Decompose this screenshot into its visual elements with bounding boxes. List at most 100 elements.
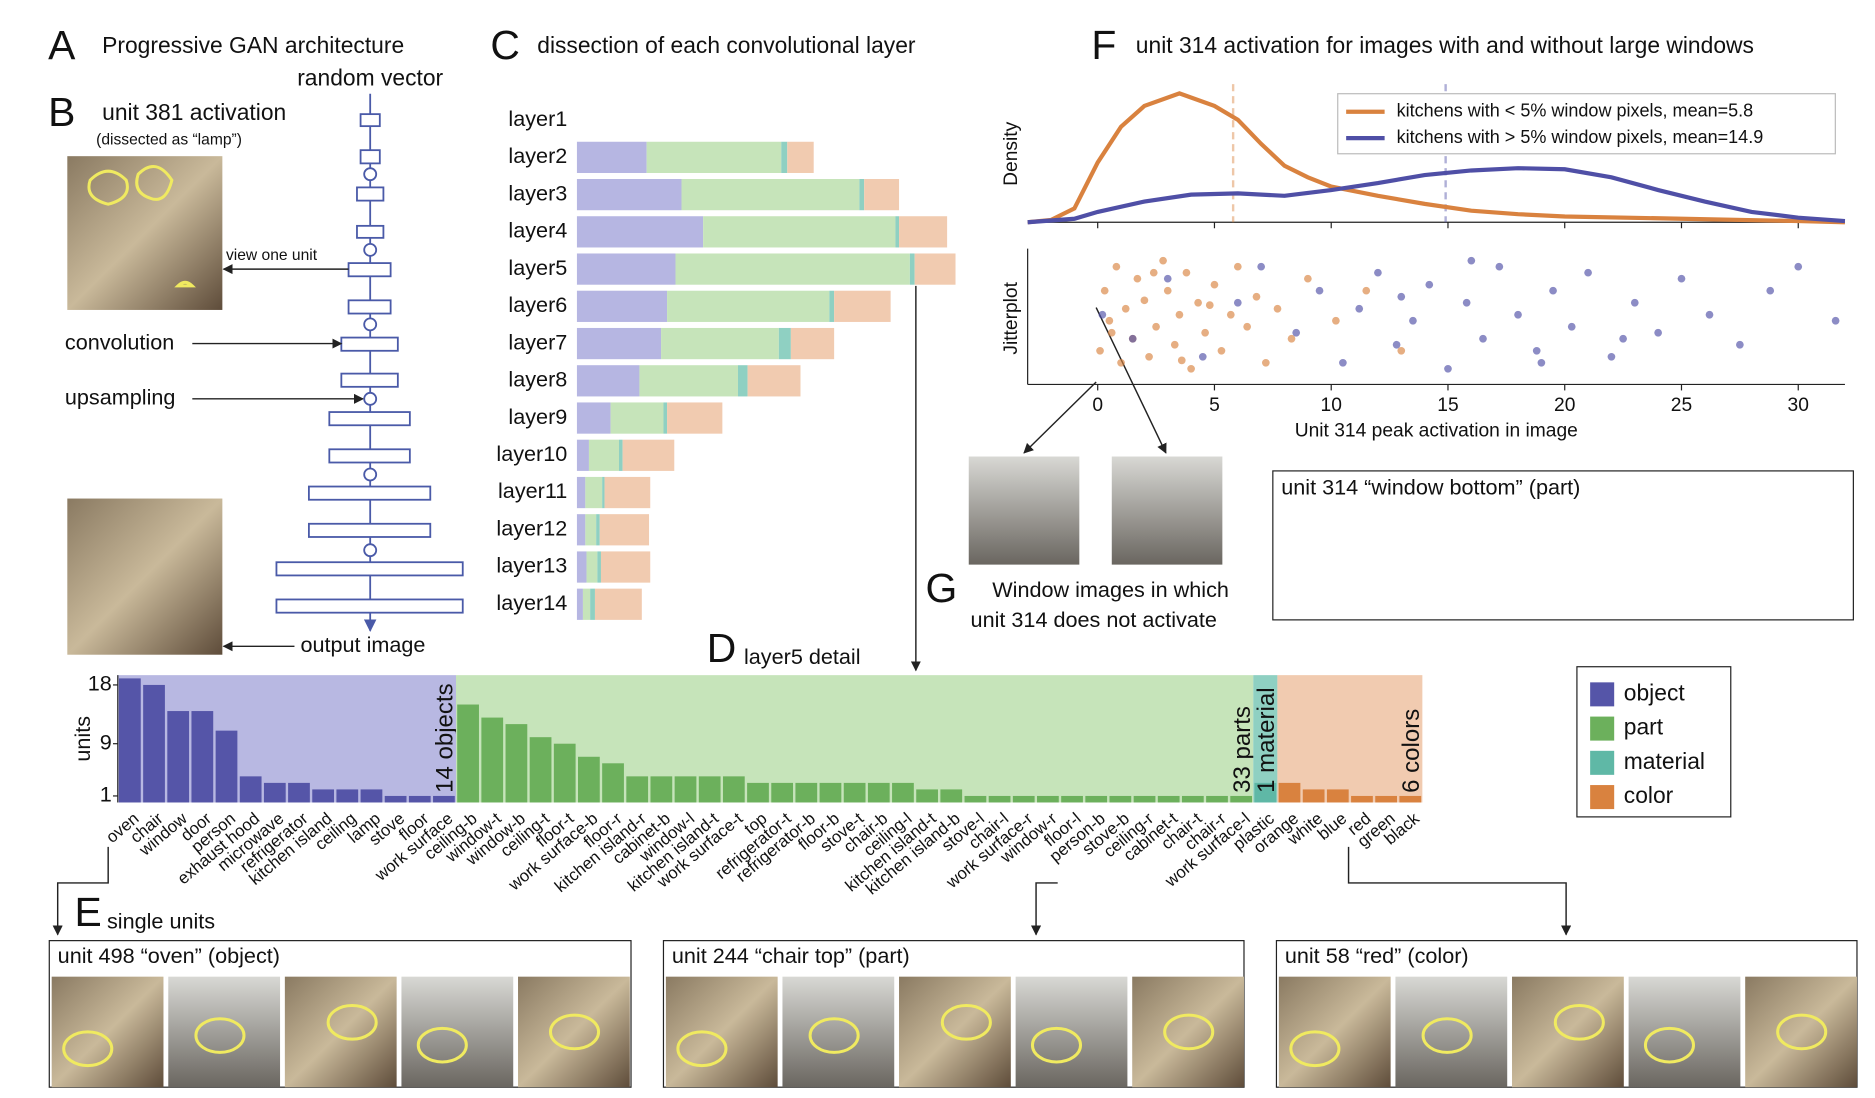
label: random vector [297, 64, 443, 90]
layer-segment [576, 290, 668, 322]
highlight [1553, 1003, 1605, 1041]
unit-title: unit 58 “red” (color) [1285, 943, 1469, 968]
jitter-point [1287, 334, 1296, 343]
jitter-point [1121, 304, 1130, 313]
jitter-point [1112, 262, 1121, 271]
jitter-point [1332, 316, 1340, 325]
layer-label: layer8 [508, 367, 567, 392]
layer-segment [576, 476, 586, 509]
photo [1395, 976, 1508, 1088]
layer-segment [622, 439, 675, 471]
bar [312, 789, 335, 803]
jitter-point [1133, 274, 1142, 283]
layer-segment [646, 141, 782, 173]
highlight [326, 1003, 378, 1041]
bar [167, 711, 190, 803]
label: (dissected as “lamp”) [96, 132, 242, 149]
layer-segment [585, 514, 597, 546]
layer-segment [781, 141, 788, 173]
layer-segment [590, 588, 595, 620]
photo [1512, 976, 1624, 1088]
connector [1031, 882, 1058, 936]
jitter-point [1292, 328, 1301, 337]
x-tick-label: 10 [1321, 395, 1342, 416]
unit-box [1272, 470, 1854, 621]
jitter-point [1425, 280, 1434, 289]
unit-title: unit 314 “window bottom” (part) [1281, 475, 1580, 500]
jitter-point [1392, 340, 1401, 349]
jitter-point [1194, 298, 1202, 307]
jitter-point [1355, 304, 1364, 313]
photo [1745, 976, 1857, 1088]
jitter-point [1444, 364, 1452, 373]
layer-segment [909, 253, 915, 285]
bar [1254, 782, 1277, 803]
caption: unit 314 does not activate [971, 607, 1217, 632]
layer-label: layer5 [508, 255, 567, 280]
bar [867, 782, 890, 803]
jitter-point [1226, 310, 1235, 319]
x-tick-label: 15 [1437, 395, 1458, 416]
layer-label: layer4 [508, 218, 567, 243]
bar [964, 795, 987, 803]
bar [1206, 795, 1228, 803]
jitter-point [1152, 322, 1160, 331]
photo-strips [51, 508, 1857, 1088]
group-label: 6 colors [1398, 709, 1425, 793]
jitter-point [1140, 296, 1149, 305]
bar [1302, 789, 1325, 803]
group-label: 33 parts [1229, 706, 1256, 793]
highlight [808, 1017, 860, 1054]
arrow [1023, 381, 1097, 454]
legend-box [1337, 93, 1836, 155]
panel-letter: B [48, 89, 75, 135]
layer-segment [594, 588, 642, 620]
jitter-point [1339, 358, 1347, 367]
jitter-point [1514, 310, 1522, 319]
jitter-point [1794, 262, 1803, 271]
jitter-point [1163, 274, 1172, 283]
x-tick-label: 20 [1554, 395, 1575, 416]
group-background [1277, 675, 1423, 803]
panel-title: single units [107, 908, 215, 933]
jitter-point [1233, 298, 1242, 307]
group-label: 14 objects [432, 683, 459, 792]
jitter-point [1831, 316, 1840, 325]
jitter-point [1567, 322, 1576, 331]
y-tick-label: 18 [88, 671, 112, 696]
x-tick-label: 5 [1209, 395, 1220, 416]
group-background [1253, 675, 1278, 803]
legend-label: kitchens with < 5% window pixels, mean=5… [1397, 100, 1754, 120]
layer-label: layer6 [508, 292, 567, 317]
jitter-point [1252, 292, 1261, 301]
bar [1061, 795, 1083, 803]
layer-segment [602, 476, 605, 509]
jitter-point [1205, 301, 1214, 309]
photo [1278, 976, 1391, 1088]
bar [626, 776, 649, 803]
arrow [1095, 307, 1167, 454]
bar [1351, 795, 1373, 803]
bar [481, 717, 504, 803]
jitter-point [1198, 352, 1207, 361]
photo [168, 976, 281, 1088]
layer-segment [778, 327, 791, 360]
panel-letter: G [925, 565, 957, 611]
jitter-point [1261, 358, 1270, 367]
jitter-point [1201, 328, 1209, 337]
bar [892, 782, 914, 803]
y-tick-label: 1 [100, 782, 112, 807]
bar [1012, 795, 1035, 803]
panel-letter: A [48, 22, 76, 68]
bar [215, 730, 238, 803]
bar [1278, 782, 1301, 803]
caption: Window images in which [992, 577, 1229, 602]
photo [67, 498, 223, 655]
unit-title: unit 244 “chair top” (part) [672, 943, 910, 968]
bar [1230, 795, 1253, 803]
layer-label: layer12 [496, 516, 567, 541]
bar [191, 711, 214, 803]
bar [433, 795, 455, 803]
layer-label: layer11 [498, 478, 567, 503]
legend-swatch [1590, 716, 1615, 741]
